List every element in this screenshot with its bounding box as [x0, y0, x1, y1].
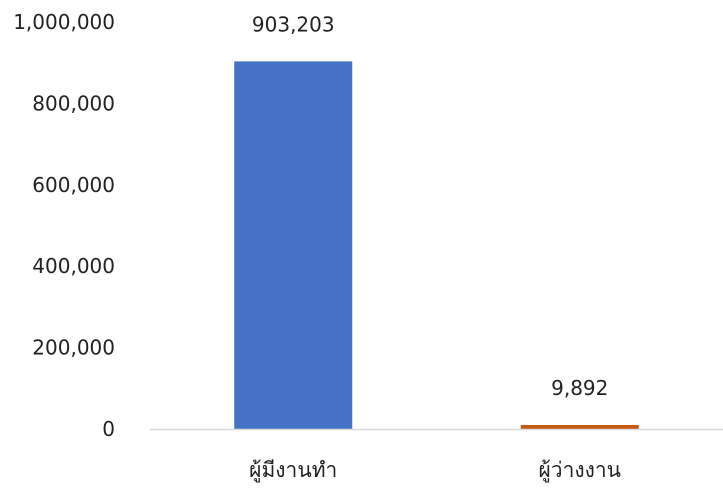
- data-label-1: 903,203: [252, 12, 335, 36]
- bar-1: [234, 61, 353, 430]
- y-tick-label: 600,000: [32, 173, 115, 197]
- bars: [234, 61, 639, 430]
- y-tick-label: 1,000,000: [13, 10, 115, 34]
- data-labels: 903,203 9,892: [252, 12, 608, 400]
- y-axis-tick-labels: 0 200,000 400,000 600,000 800,000 1,000,000: [13, 10, 115, 441]
- x-axis-category-labels: ผู้มีงานทำ ผู้ว่างงาน: [249, 458, 621, 483]
- y-tick-label: 400,000: [32, 254, 115, 278]
- y-tick-label: 800,000: [32, 91, 115, 115]
- category-label-2: ผู้ว่างงาน: [538, 458, 621, 483]
- category-label-1: ผู้มีงานทำ: [249, 458, 337, 483]
- y-tick-label: 0: [102, 417, 115, 441]
- y-tick-label: 200,000: [32, 336, 115, 360]
- bar-2: [520, 424, 639, 429]
- data-label-2: 9,892: [551, 376, 608, 400]
